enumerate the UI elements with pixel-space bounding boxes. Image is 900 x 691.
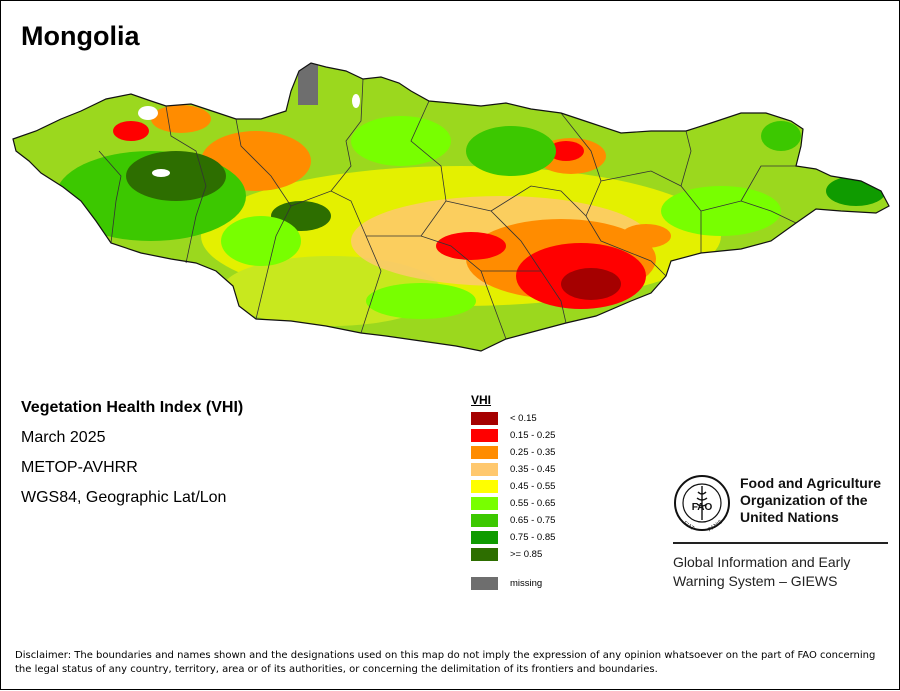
fao-emblem-letters: FAO xyxy=(692,502,713,513)
legend-row: 0.65 - 0.75 xyxy=(471,512,555,529)
legend-swatch xyxy=(471,548,498,561)
province-boundaries xyxy=(98,78,797,340)
index-name: Vegetation Health Index (VHI) xyxy=(21,399,244,416)
legend-row: 0.25 - 0.35 xyxy=(471,444,555,461)
country-border xyxy=(12,62,890,352)
legend-row: 0.45 - 0.55 xyxy=(471,478,555,495)
legend-row: 0.15 - 0.25 xyxy=(471,427,555,444)
legend-row: >= 0.85 xyxy=(471,546,555,563)
legend-swatch xyxy=(471,514,498,527)
legend-swatch xyxy=(471,480,498,493)
giews-line1: Global Information and Early xyxy=(673,554,851,570)
legend-swatch xyxy=(471,463,498,476)
legend-swatch xyxy=(471,412,498,425)
legend-label: 0.55 - 0.65 xyxy=(510,498,556,509)
fao-name: Food and Agriculture Organization of the… xyxy=(740,475,881,526)
period-text: March 2025 xyxy=(21,429,106,446)
legend-swatch xyxy=(471,531,498,544)
legend-label: 0.75 - 0.85 xyxy=(510,532,556,543)
fao-name-line2: Organization of the xyxy=(740,492,868,508)
legend-title: VHI xyxy=(471,393,492,407)
giews-name: Global Information and Early Warning Sys… xyxy=(673,553,850,591)
legend-label: 0.65 - 0.75 xyxy=(510,515,556,526)
legend-label: 0.15 - 0.25 xyxy=(510,430,556,441)
legend-row-missing: missing xyxy=(471,575,555,592)
legend-row: < 0.15 xyxy=(471,410,555,427)
fao-name-line1: Food and Agriculture xyxy=(740,475,882,491)
fao-emblem-icon: FAO FIAT PANIS xyxy=(674,475,730,532)
legend-label: 0.35 - 0.45 xyxy=(510,464,556,475)
legend-label: 0.25 - 0.35 xyxy=(510,447,556,458)
map-title: Mongolia xyxy=(21,21,140,51)
legend-row: 0.75 - 0.85 xyxy=(471,529,555,546)
legend-row: 0.55 - 0.65 xyxy=(471,495,555,512)
fao-name-line3: United Nations xyxy=(740,509,839,525)
legend-row: 0.35 - 0.45 xyxy=(471,461,555,478)
legend-label-missing: missing xyxy=(510,578,543,589)
vhi-raster xyxy=(13,63,889,351)
legend-label: >= 0.85 xyxy=(510,549,543,560)
legend-swatch-missing xyxy=(471,577,498,590)
legend-label: 0.45 - 0.55 xyxy=(510,481,556,492)
disclaimer-text: Disclaimer: The boundaries and names sho… xyxy=(15,650,876,675)
legend-classes: < 0.15 0.15 - 0.25 0.25 - 0.35 0.35 - 0.45 0… xyxy=(471,410,555,563)
legend-swatch xyxy=(471,497,498,510)
fao-motto-left: FIAT xyxy=(682,520,695,532)
map-info: Vegetation Health Index (VHI) March 2025… xyxy=(21,398,243,518)
giews-line2: Warning System – GIEWS xyxy=(673,573,838,589)
projection-text: WGS84, Geographic Lat/Lon xyxy=(21,489,227,506)
legend-swatch xyxy=(471,429,498,442)
sensor-text: METOP-AVHRR xyxy=(21,459,138,476)
legend-label: < 0.15 xyxy=(510,413,537,424)
fao-divider xyxy=(673,542,888,544)
vhi-legend: VHI < 0.15 0.15 - 0.25 0.25 - 0.35 0.35 - 0… xyxy=(471,393,555,592)
legend-swatch xyxy=(471,446,498,459)
fao-block: FAO FIAT PANIS Food and Agriculture Orga… xyxy=(673,471,888,601)
